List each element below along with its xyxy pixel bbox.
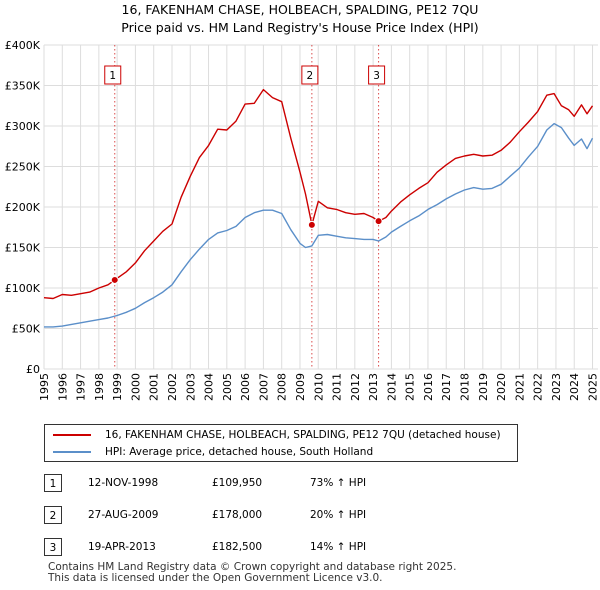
- chart-title: 16, FAKENHAM CHASE, HOLBEACH, SPALDING, …: [121, 2, 479, 17]
- sale-point: [110, 275, 119, 284]
- sale-label: 3: [373, 70, 380, 82]
- sale-labels: 1 2 3: [104, 65, 386, 85]
- transaction-hpi: 73% ↑ HPI: [310, 477, 367, 489]
- x-tick-label: 2024: [568, 373, 581, 401]
- x-tick-label: 2011: [331, 373, 344, 401]
- x-tick-label: 1998: [93, 373, 106, 401]
- legend-swatch-property: [53, 434, 91, 436]
- x-tick-label: 2002: [166, 373, 179, 401]
- x-tick-label: 2008: [276, 373, 289, 401]
- x-tick-label: 2014: [385, 373, 398, 401]
- y-tick-label: £0: [26, 363, 40, 376]
- y-tick-label: £100K: [5, 282, 41, 295]
- transaction-number: 3: [44, 538, 62, 556]
- x-tick-label: 2005: [221, 373, 234, 401]
- x-tick-label: 2015: [404, 373, 417, 401]
- x-tick-label: 2000: [129, 373, 142, 401]
- legend-item-property: 16, FAKENHAM CHASE, HOLBEACH, SPALDING, …: [53, 427, 501, 443]
- x-tick-label: 2016: [422, 373, 435, 401]
- sale-label-box: [368, 65, 386, 85]
- y-tick-label: £350K: [5, 80, 41, 93]
- x-tick-label: 2018: [459, 373, 472, 401]
- series-lines: [43, 88, 594, 328]
- x-tick-label: 1999: [111, 373, 124, 401]
- x-tick-label: 2023: [550, 373, 563, 401]
- x-tick-label: 2025: [587, 373, 600, 401]
- x-tick-label: 2019: [477, 373, 490, 401]
- y-tick-label: £400K: [5, 39, 41, 52]
- sale-points: [110, 217, 383, 284]
- y-tick-label: £200K: [5, 201, 41, 214]
- y-tick-label: £150K: [5, 242, 41, 255]
- sale-label: 1: [109, 70, 116, 82]
- x-tick-label: 2017: [440, 373, 453, 401]
- x-tick-label: 1995: [38, 373, 51, 401]
- transaction-price: £178,000: [212, 509, 263, 521]
- legend: 16, FAKENHAM CHASE, HOLBEACH, SPALDING, …: [44, 424, 518, 462]
- x-tick-label: 2010: [312, 373, 325, 401]
- legend-swatch-hpi: [53, 451, 91, 453]
- sale-point: [374, 217, 383, 226]
- x-tick-label: 2009: [294, 373, 307, 401]
- sale-label: 2: [307, 70, 314, 82]
- footer-copyright: Contains HM Land Registry data © Crown c…: [48, 561, 457, 573]
- x-tick-label: 2021: [513, 373, 526, 401]
- transaction-number: 2: [44, 506, 62, 524]
- x-tick-label: 2001: [148, 373, 161, 401]
- x-tick-label: 1996: [56, 373, 69, 401]
- transaction-price: £182,500: [212, 541, 263, 553]
- chart-subtitle: Price paid vs. HM Land Registry's House …: [121, 20, 479, 35]
- series-line-property: [43, 88, 594, 300]
- x-tick-label: 1997: [75, 373, 88, 401]
- x-tick-label: 2013: [367, 373, 380, 401]
- x-tick-label: 2003: [184, 373, 197, 401]
- y-axis-ticks: £0 £50K £100K £150K £200K £250K £300K £350K £400…: [5, 39, 41, 376]
- x-tick-label: 2007: [257, 373, 270, 401]
- transaction-number: 1: [44, 474, 62, 492]
- transaction-date: 12-NOV-1998: [88, 477, 159, 489]
- transaction-date: 27-AUG-2009: [88, 509, 159, 521]
- footer-licence: This data is licensed under the Open Gov…: [48, 572, 383, 584]
- y-tick-label: £300K: [5, 120, 41, 133]
- legend-item-hpi: HPI: Average price, detached house, Sout…: [53, 444, 373, 460]
- x-tick-label: 2022: [532, 373, 545, 401]
- gridlines: [43, 44, 598, 370]
- legend-label-property: 16, FAKENHAM CHASE, HOLBEACH, SPALDING, …: [105, 429, 501, 441]
- transaction-date: 19-APR-2013: [88, 541, 156, 553]
- x-tick-label: 2006: [239, 373, 252, 401]
- sale-point: [307, 220, 316, 229]
- x-tick-label: 2004: [203, 373, 216, 401]
- price-chart: 1 2 3 £0 £50K £100K £150K £200K £250K £300K £350K…: [5, 39, 600, 401]
- series-line-hpi: [44, 122, 594, 328]
- transaction-hpi: 20% ↑ HPI: [310, 509, 367, 521]
- transaction-hpi: 14% ↑ HPI: [310, 541, 367, 553]
- y-tick-label: £50K: [12, 323, 41, 336]
- x-tick-label: 2020: [495, 373, 508, 401]
- x-axis-ticks: 1995 1996 1997 1998 1999 2000 2001 2002 2003 2004…: [38, 373, 600, 401]
- sale-label-box: [104, 65, 122, 85]
- y-tick-label: £250K: [5, 161, 41, 174]
- sale-label-box: [301, 65, 319, 85]
- legend-label-hpi: HPI: Average price, detached house, Sout…: [105, 446, 374, 458]
- transaction-price: £109,950: [212, 477, 263, 489]
- x-tick-label: 2012: [349, 373, 362, 401]
